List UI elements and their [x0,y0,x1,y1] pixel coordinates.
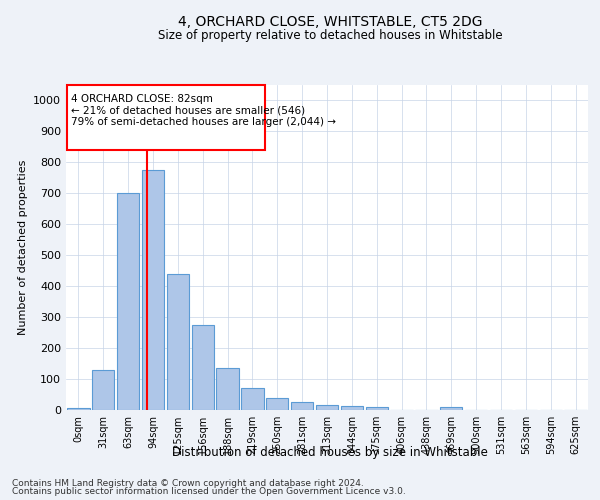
Bar [191,325,214,410]
Text: Contains public sector information licensed under the Open Government Licence v3: Contains public sector information licen… [12,487,406,496]
Bar [341,406,363,410]
Text: Size of property relative to detached houses in Whitstable: Size of property relative to detached ho… [158,28,502,42]
Bar [316,406,338,410]
Bar [92,370,115,410]
Bar [440,407,463,410]
Bar [167,274,189,410]
Text: 4 ORCHARD CLOSE: 82sqm
← 21% of detached houses are smaller (546)
79% of semi-de: 4 ORCHARD CLOSE: 82sqm ← 21% of detached… [71,94,336,128]
Bar [291,402,313,410]
Text: Distribution of detached houses by size in Whitstable: Distribution of detached houses by size … [172,446,488,459]
Y-axis label: Number of detached properties: Number of detached properties [17,160,28,335]
Bar [217,368,239,410]
Bar [365,407,388,410]
Text: 4, ORCHARD CLOSE, WHITSTABLE, CT5 2DG: 4, ORCHARD CLOSE, WHITSTABLE, CT5 2DG [178,16,482,30]
Bar [67,408,89,410]
Bar [266,398,289,410]
Bar [142,170,164,410]
FancyBboxPatch shape [67,85,265,150]
Bar [241,388,263,410]
Text: Contains HM Land Registry data © Crown copyright and database right 2024.: Contains HM Land Registry data © Crown c… [12,478,364,488]
Bar [117,194,139,410]
